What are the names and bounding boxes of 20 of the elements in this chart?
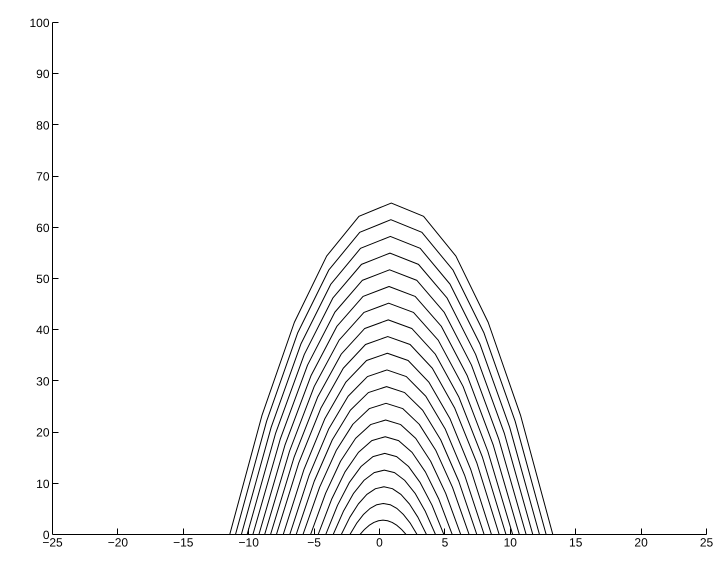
x-tick-label: −5 — [307, 536, 322, 550]
y-tick-label: 100 — [29, 16, 50, 30]
x-tick-label: −20 — [108, 536, 128, 550]
x-tick-label: 5 — [442, 536, 449, 550]
y-tick-label: 80 — [36, 118, 50, 132]
x-tick-label: 0 — [376, 536, 384, 550]
y-tick-label: 50 — [36, 272, 50, 286]
y-tick-label: 30 — [36, 374, 50, 388]
x-tick-label: 20 — [634, 536, 648, 550]
y-tick-label: 90 — [36, 67, 50, 82]
x-tick-label: −15 — [173, 536, 194, 550]
y-tick-label: 10 — [36, 476, 50, 491]
x-tick-label: −10 — [238, 536, 260, 550]
y-tick-label: 60 — [36, 220, 50, 235]
x-tick-label: 15 — [569, 536, 583, 550]
y-tick-label: 70 — [36, 170, 50, 184]
x-tick-label: 25 — [700, 536, 713, 550]
x-tick-label: 10 — [504, 536, 518, 550]
y-tick-label: 40 — [36, 323, 50, 338]
y-tick-label: 20 — [36, 426, 50, 440]
